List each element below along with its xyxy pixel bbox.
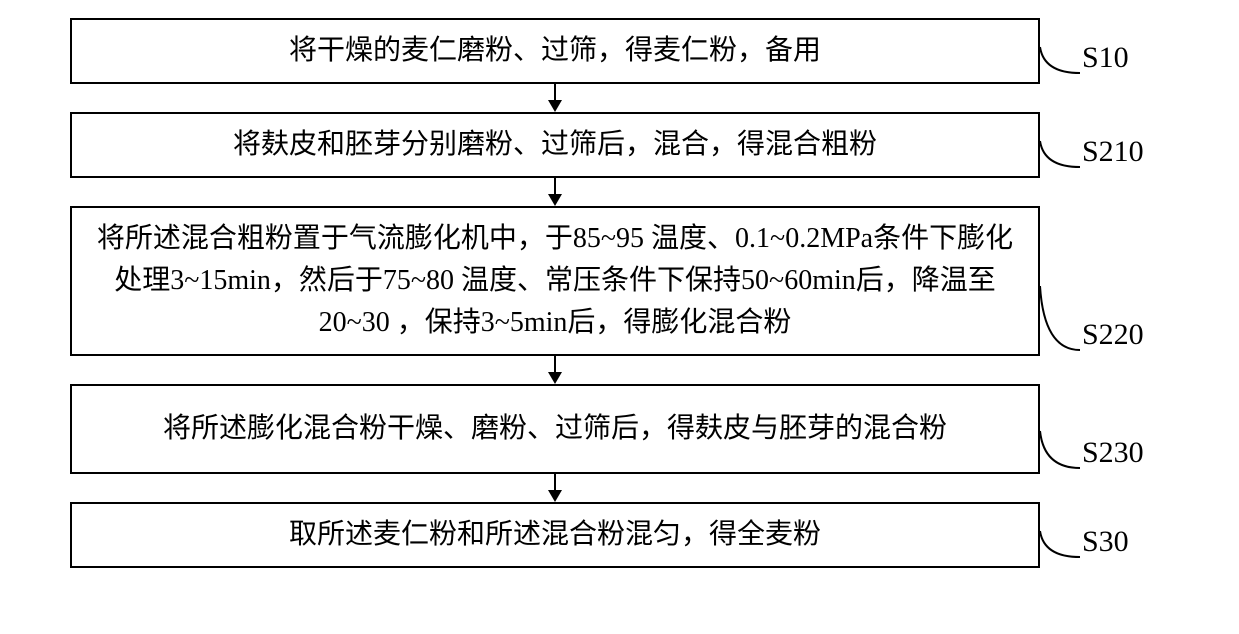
- flow-step: 将所述混合粗粉置于气流膨化机中，于85~95 温度、0.1~0.2MPa条件下膨…: [70, 206, 1170, 356]
- step-label-s10: S10: [1082, 41, 1129, 75]
- flow-step: 将所述膨化混合粉干燥、磨粉、过筛后，得麸皮与胚芽的混合粉 S230: [70, 384, 1170, 474]
- label-connector: [1040, 284, 1080, 352]
- step-label-s220: S220: [1082, 318, 1144, 352]
- flow-step: 取所述麦仁粉和所述混合粉混匀，得全麦粉 S30: [70, 502, 1170, 568]
- flow-arrow: [70, 474, 1040, 502]
- step-box-s210: 将麸皮和胚芽分别磨粉、过筛后，混合，得混合粗粉: [70, 112, 1040, 178]
- flow-step: 将麸皮和胚芽分别磨粉、过筛后，混合，得混合粗粉 S210: [70, 112, 1170, 178]
- flow-step: 将干燥的麦仁磨粉、过筛，得麦仁粉，备用 S10: [70, 18, 1170, 84]
- step-label-wrap: S30: [1040, 507, 1129, 563]
- step-label-s210: S210: [1082, 135, 1144, 169]
- flow-arrow: [70, 84, 1040, 112]
- step-label-wrap: S220: [1040, 206, 1144, 356]
- label-connector: [1040, 429, 1080, 470]
- step-box-s10: 将干燥的麦仁磨粉、过筛，得麦仁粉，备用: [70, 18, 1040, 84]
- label-connector: [1040, 139, 1080, 169]
- label-connector: [1040, 45, 1080, 75]
- step-box-s230: 将所述膨化混合粉干燥、磨粉、过筛后，得麸皮与胚芽的混合粉: [70, 384, 1040, 474]
- step-box-s30: 取所述麦仁粉和所述混合粉混匀，得全麦粉: [70, 502, 1040, 568]
- step-label-s230: S230: [1082, 436, 1144, 470]
- flow-arrow: [70, 178, 1040, 206]
- step-label-wrap: S10: [1040, 23, 1129, 79]
- flow-arrow: [70, 356, 1040, 384]
- step-label-wrap: S230: [1040, 384, 1144, 474]
- step-label-s30: S30: [1082, 525, 1129, 559]
- step-box-s220: 将所述混合粗粉置于气流膨化机中，于85~95 温度、0.1~0.2MPa条件下膨…: [70, 206, 1040, 356]
- label-connector: [1040, 529, 1080, 559]
- step-label-wrap: S210: [1040, 117, 1144, 173]
